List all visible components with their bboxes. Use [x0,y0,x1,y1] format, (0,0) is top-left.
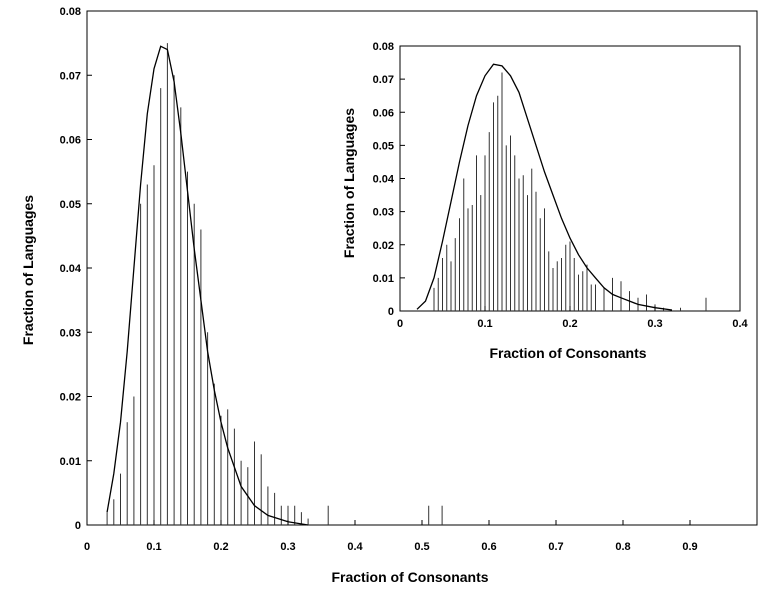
inset-y-tick-label: 0 [388,306,394,318]
inset-y-tick-label: 0.08 [373,41,394,53]
main-y-tick-label: 0.08 [60,6,81,18]
inset-x-tick-label: 0.4 [732,318,748,330]
inset-y-tick-label: 0.02 [373,240,394,252]
main-chart: 0 0.1 0.2 0.3 0.4 0.5 0.6 0.7 0.8 0.9 0 0.01 0.02 0.… [20,6,758,585]
inset-bars [433,72,707,311]
inset-y-tick-label: 0.04 [373,174,395,186]
main-fit-curve [106,45,309,526]
inset-y-axis-title: Fraction of Languages [341,108,357,258]
main-x-tick-label: 0.3 [280,541,295,553]
main-x-tick-label: 0 [84,541,90,553]
main-x-tick-label: 0.4 [347,541,363,553]
inset-x-ticks: 0 0.1 0.2 0.3 0.4 [397,306,749,330]
main-y-tick-label: 0.06 [60,135,81,147]
main-y-tick-label: 0.07 [60,70,81,82]
inset-y-ticks: 0 0.01 0.02 0.03 0.04 0.05 0.06 0.07 0.08 [373,41,405,318]
main-y-tick-label: 0.01 [60,456,81,468]
main-y-ticks: 0 0.01 0.02 0.03 0.04 0.05 0.06 0.07 0.08 [60,6,92,532]
main-y-tick-label: 0.04 [60,263,82,275]
main-x-tick-label: 0.5 [414,541,429,553]
main-x-tick-label: 0.8 [615,541,630,553]
main-x-tick-label: 0.6 [481,541,496,553]
inset-y-tick-label: 0.06 [373,107,394,119]
main-x-ticks: 0 0.1 0.2 0.3 0.4 0.5 0.6 0.7 0.8 0.9 [84,520,698,553]
inset-x-axis-title: Fraction of Consonants [489,345,646,361]
inset-y-tick-label: 0.05 [373,140,394,152]
main-x-tick-label: 0.1 [146,541,161,553]
main-x-tick-label: 0.9 [682,541,697,553]
main-x-axis-title: Fraction of Consonants [331,569,488,585]
inset-fit-curve [416,63,673,311]
main-y-axis-title: Fraction of Languages [20,195,36,345]
inset-x-tick-label: 0.1 [477,318,492,330]
inset-y-tick-label: 0.01 [373,273,394,285]
inset-x-tick-label: 0.2 [562,318,577,330]
main-y-tick-label: 0 [75,520,81,532]
main-y-tick-label: 0.02 [60,392,81,404]
inset-x-tick-label: 0.3 [647,318,662,330]
main-x-tick-label: 0.7 [548,541,563,553]
inset-y-tick-label: 0.07 [373,74,394,86]
main-x-tick-label: 0.2 [213,541,228,553]
main-y-tick-label: 0.03 [60,327,81,339]
inset-chart: 0 0.1 0.2 0.3 0.4 00.010.020.030.040.050.060… [341,41,749,361]
inset-x-tick-label: 0 [397,318,403,330]
main-y-tick-label: 0.05 [60,199,81,211]
inset-y-tick-label: 0.03 [373,207,394,219]
